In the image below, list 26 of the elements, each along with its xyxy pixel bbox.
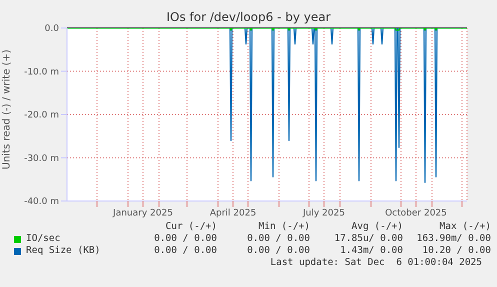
x-tick-label: April 2025 [210, 208, 256, 218]
x-tick-label: October 2025 [385, 208, 447, 218]
legend-label: IO/sec [26, 233, 60, 245]
text: Avg (-/+) [350, 221, 403, 233]
text: 17.85u/ 0.00 [333, 233, 403, 245]
y-tick-label: -20.0 m [24, 110, 59, 121]
text: Cur (-/+) [164, 221, 217, 233]
legend-label: Req Size (KB) [26, 245, 100, 257]
text: 1.43m/ 0.00 [339, 245, 403, 257]
y-tick-label: -10.0 m [24, 67, 59, 78]
y-axis-title: Units read (-) / write (+) [2, 49, 13, 170]
chart-title: IOs for /dev/loop6 - by year [165, 10, 332, 24]
text: 0.00 / 0.00 [153, 233, 217, 245]
x-tick-label: January 2025 [112, 208, 173, 218]
text: 0.00 / 0.00 [246, 245, 310, 257]
x-tick-label: July 2025 [302, 208, 345, 218]
y-tick-label: -30.0 m [24, 154, 59, 164]
y-tick-label: 0.0 [44, 24, 60, 34]
text: 163.90m/ 0.00 [416, 233, 491, 245]
text: Max (-/+) [438, 221, 491, 233]
text: 0.00 / 0.00 [246, 233, 310, 245]
text: Last update: Sat Dec 6 01:00:04 2025 [269, 257, 482, 269]
text: 10.20 / 0.00 [421, 245, 491, 257]
text: Min (-/+) [258, 221, 310, 233]
text: 0.00 / 0.00 [153, 245, 217, 257]
y-tick-label: -40.0 m [24, 197, 59, 208]
